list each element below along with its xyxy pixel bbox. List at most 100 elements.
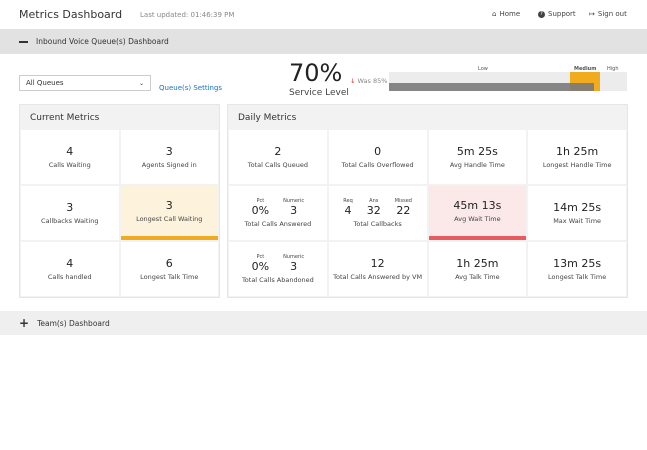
metric-value: 3 xyxy=(165,145,173,158)
metric-label: Avg Talk Time xyxy=(455,273,500,281)
queue-select[interactable]: All Queues ⌄ xyxy=(19,75,151,91)
metric-tile: 2 Total Calls Queued xyxy=(229,130,327,184)
page-title: Metrics Dashboard xyxy=(19,8,123,21)
part-label: Req xyxy=(343,198,353,204)
metric-label: Longest Handle Time xyxy=(542,161,612,169)
metric-tile: 5m 25s Avg Handle Time xyxy=(428,130,527,184)
metric-tile: 12 Total Calls Answered by VM xyxy=(328,242,427,296)
metric-tile: 3 Agents Signed in xyxy=(120,130,218,184)
part-label: Pct xyxy=(256,254,265,260)
metric-label: Avg Handle Time xyxy=(449,161,505,169)
chevron-down-icon: ⌄ xyxy=(138,79,144,87)
metric-label: Longest Call Waiting xyxy=(136,215,203,223)
metric-tile: 14m 25s Max Wait Time xyxy=(528,186,626,240)
part-value: 22 xyxy=(396,204,411,217)
collapse-icon xyxy=(19,40,28,43)
metric-value: 3 xyxy=(66,201,74,214)
gauge-value-bar xyxy=(389,83,594,91)
metric-parts: Pct 0% Numeric 3 xyxy=(252,198,305,217)
metric-tile: 3 Longest Call Waiting xyxy=(120,186,218,240)
part-value: 3 xyxy=(290,204,298,217)
part-label: Numeric xyxy=(283,198,305,204)
part-label: Ans xyxy=(369,198,379,204)
part-value: 32 xyxy=(366,204,381,217)
metric-tile: Pct 0% Numeric 3 Total Calls Abandoned xyxy=(229,242,327,296)
gauge-label-high: High xyxy=(607,66,619,72)
metric-tile: 1h 25m Avg Talk Time xyxy=(428,242,527,296)
service-level-label: Service Level xyxy=(289,88,349,98)
metric-label: Total Calls Abandoned xyxy=(241,276,314,284)
queue-settings-link[interactable]: Queue(s) Settings xyxy=(159,84,223,92)
nav-sign-out[interactable]: ↦ Sign out xyxy=(589,10,627,18)
metric-value: 13m 25s xyxy=(553,257,602,270)
metric-part: Pct 0% xyxy=(252,198,269,217)
home-icon: ⌂ xyxy=(492,10,497,18)
metric-value: 14m 25s xyxy=(553,201,602,214)
metric-value: 1h 25m xyxy=(556,145,599,158)
nav-label: Support xyxy=(548,10,576,18)
metric-tile: 45m 13s Avg Wait Time xyxy=(428,186,527,240)
metric-tile: 13m 25s Longest Talk Time xyxy=(528,242,626,296)
metric-tile: 3 Callbacks Waiting xyxy=(21,186,119,240)
metric-label: Longest Talk Time xyxy=(548,273,607,281)
metric-tile: 0 Total Calls Overflowed xyxy=(328,130,427,184)
metric-label: Avg Wait Time xyxy=(454,215,501,223)
metric-part: Numeric 3 xyxy=(283,254,304,273)
queue-section-toggle[interactable]: Inbound Voice Queue(s) Dashboard xyxy=(0,29,647,54)
metric-tile: Pct 0% Numeric 3 Total Calls Answered xyxy=(229,186,327,240)
part-label: Numeric xyxy=(283,254,305,260)
metric-value: 3 xyxy=(165,199,173,212)
metric-label: Calls handled xyxy=(47,273,92,281)
nav-label: Sign out xyxy=(597,10,627,18)
metric-parts: Req 4 Ans 32 Missed 22 xyxy=(343,198,412,217)
metric-value: 4 xyxy=(66,145,74,158)
gauge-label-medium: Medium xyxy=(574,66,597,72)
metric-tile: 4 Calls Waiting xyxy=(21,130,119,184)
arrow-down-icon: ↓ xyxy=(350,77,356,85)
metric-label: Longest Talk Time xyxy=(140,273,199,281)
metric-label: Total Calls Overflowed xyxy=(341,161,414,169)
metric-value: 5m 25s xyxy=(456,145,498,158)
team-section-toggle[interactable]: + Team(s) Dashboard xyxy=(0,311,647,335)
metric-label: Total Calls Answered by VM xyxy=(333,273,423,281)
service-level-gauge xyxy=(389,72,627,91)
service-level-value: 70% xyxy=(289,59,343,87)
metric-value: 2 xyxy=(274,145,282,158)
panel-title: Current Metrics xyxy=(30,112,100,123)
metric-value: 12 xyxy=(370,257,385,270)
metric-tile: 1h 25m Longest Handle Time xyxy=(528,130,626,184)
metric-label: Total Callbacks xyxy=(353,220,402,228)
metric-value: 0 xyxy=(374,145,382,158)
section-title: Team(s) Dashboard xyxy=(37,318,110,328)
metric-value: 45m 13s xyxy=(453,199,502,212)
part-label: Missed xyxy=(394,198,412,204)
metric-value: 4 xyxy=(66,257,74,270)
metric-label: Agents Signed in xyxy=(141,161,197,169)
gauge-label-low: Low xyxy=(478,66,488,72)
nav-home[interactable]: ⌂ Home xyxy=(492,10,520,18)
metric-part: Numeric 3 xyxy=(283,198,304,217)
metric-part: Pct 0% xyxy=(252,254,269,273)
metric-label: Total Calls Answered xyxy=(244,220,312,228)
metric-tile: Req 4 Ans 32 Missed 22 Total Callbacks xyxy=(328,186,427,240)
part-value: 3 xyxy=(290,260,298,273)
current-metrics-panel: Current Metrics 4 Calls Waiting 3 Agents Si… xyxy=(19,104,220,298)
metric-label: Max Wait Time xyxy=(553,217,602,225)
section-title: Inbound Voice Queue(s) Dashboard xyxy=(36,37,169,46)
previous-text: Was 85% xyxy=(357,77,388,85)
metric-parts: Pct 0% Numeric 3 xyxy=(252,254,305,273)
metric-part: Req 4 xyxy=(343,198,353,217)
part-value: 4 xyxy=(344,204,352,217)
metric-label: Callbacks Waiting xyxy=(41,217,99,225)
service-level-previous: ↓ Was 85% xyxy=(350,77,387,86)
expand-icon: + xyxy=(19,316,30,330)
daily-metrics-panel: Daily Metrics 2 Total Calls Queued 0 Total … xyxy=(227,104,628,298)
sign-out-icon: ↦ xyxy=(589,10,595,18)
metric-label: Total Calls Queued xyxy=(247,161,309,169)
nav-support[interactable]: ? Support xyxy=(538,10,576,18)
help-icon: ? xyxy=(538,10,545,18)
metric-value: 6 xyxy=(165,257,173,270)
part-value: 0% xyxy=(251,204,270,217)
queue-select-value: All Queues xyxy=(26,79,64,87)
part-label: Pct xyxy=(256,198,265,204)
